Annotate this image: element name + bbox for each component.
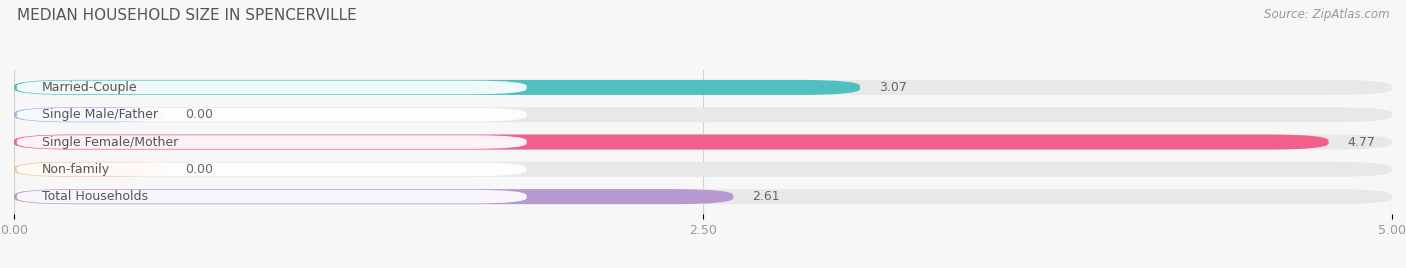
FancyBboxPatch shape: [14, 135, 1392, 150]
FancyBboxPatch shape: [17, 108, 527, 122]
Text: Married-Couple: Married-Couple: [42, 81, 138, 94]
Text: 2.61: 2.61: [752, 190, 780, 203]
FancyBboxPatch shape: [17, 135, 527, 149]
FancyBboxPatch shape: [14, 80, 1392, 95]
Text: 0.00: 0.00: [186, 108, 212, 121]
FancyBboxPatch shape: [14, 162, 166, 177]
Text: 0.00: 0.00: [186, 163, 212, 176]
FancyBboxPatch shape: [14, 80, 860, 95]
Text: Non-family: Non-family: [42, 163, 110, 176]
Text: Single Male/Father: Single Male/Father: [42, 108, 157, 121]
Text: 4.77: 4.77: [1348, 136, 1375, 148]
FancyBboxPatch shape: [14, 135, 1329, 150]
FancyBboxPatch shape: [14, 107, 1392, 122]
Text: Single Female/Mother: Single Female/Mother: [42, 136, 179, 148]
FancyBboxPatch shape: [14, 189, 734, 204]
FancyBboxPatch shape: [17, 81, 527, 94]
Text: Total Households: Total Households: [42, 190, 148, 203]
FancyBboxPatch shape: [17, 162, 527, 176]
Text: 3.07: 3.07: [879, 81, 907, 94]
FancyBboxPatch shape: [14, 189, 1392, 204]
Text: MEDIAN HOUSEHOLD SIZE IN SPENCERVILLE: MEDIAN HOUSEHOLD SIZE IN SPENCERVILLE: [17, 8, 357, 23]
FancyBboxPatch shape: [17, 190, 527, 203]
Text: Source: ZipAtlas.com: Source: ZipAtlas.com: [1264, 8, 1389, 21]
FancyBboxPatch shape: [14, 162, 1392, 177]
FancyBboxPatch shape: [14, 107, 166, 122]
